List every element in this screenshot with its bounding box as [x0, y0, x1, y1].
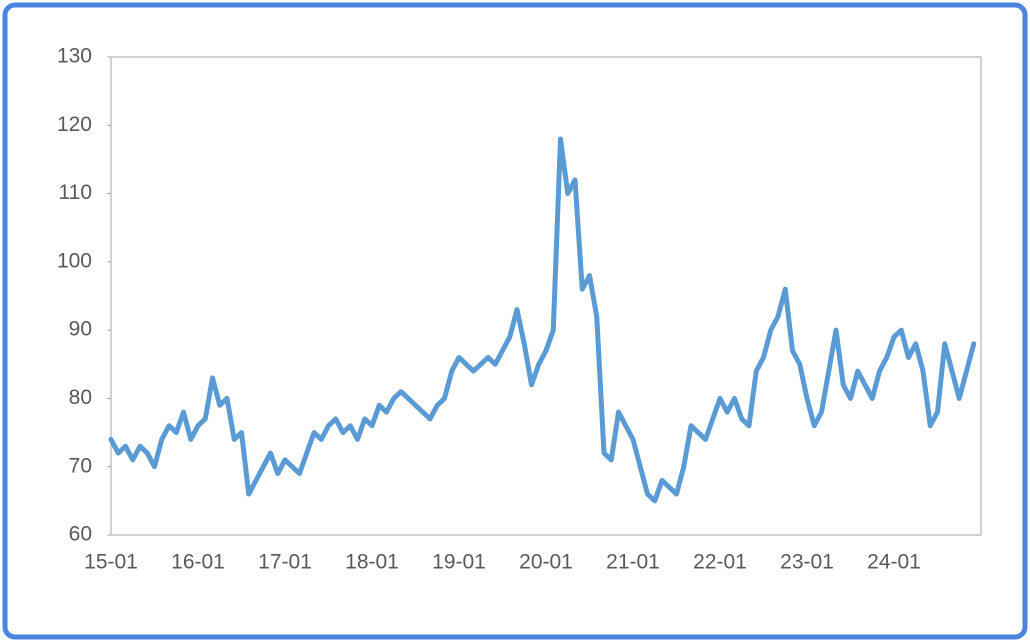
y-tick-label: 90 [69, 318, 92, 341]
x-tick-label: 17-01 [258, 551, 312, 574]
plot-area [110, 56, 982, 536]
y-tick-label: 120 [57, 113, 92, 136]
y-tick-label: 130 [57, 45, 92, 68]
y-tick-label: 70 [69, 454, 92, 477]
x-tick-label: 15-01 [84, 551, 138, 574]
y-tick-label: 110 [59, 181, 92, 204]
y-tick-label: 60 [69, 523, 92, 546]
data-line [108, 136, 977, 504]
x-tick-label: 22-01 [693, 551, 747, 574]
x-tick-label: 20-01 [519, 551, 573, 574]
x-tick-label: 21-01 [606, 551, 660, 574]
y-tick-label: 80 [69, 386, 92, 409]
x-tick-label: 23-01 [780, 551, 834, 574]
x-tick-label: 18-01 [345, 551, 399, 574]
x-tick-label: 19-01 [432, 551, 486, 574]
x-tick-label: 24-01 [867, 551, 921, 574]
y-tick-label: 100 [57, 249, 92, 272]
x-tick-label: 16-01 [171, 551, 225, 574]
